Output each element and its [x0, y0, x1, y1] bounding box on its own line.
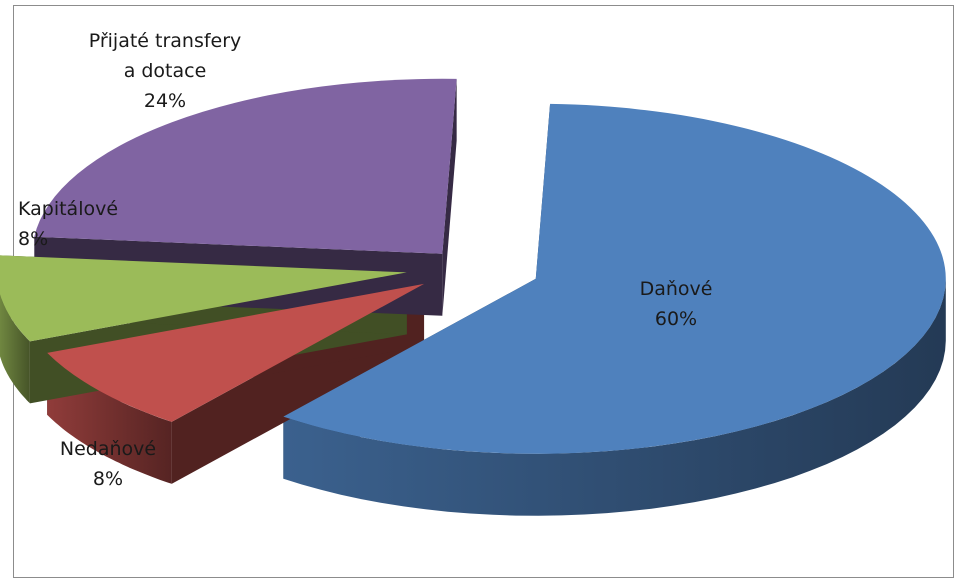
pie-slice-nedanove	[47, 283, 425, 422]
data-label-kapitalove: Kapitálové 8%	[18, 198, 118, 250]
pie-slice-prijate-transfery-a-dotace	[34, 78, 457, 254]
pie-rim-kapitalove	[0, 294, 30, 404]
pie-rim-danove	[283, 278, 946, 516]
data-label-prijate-transfery-a-dotace: Přijaté transfery a dotace 24%	[89, 30, 242, 112]
pie-slice-kapitalove	[0, 255, 407, 342]
pie-slice-danove	[283, 103, 946, 454]
data-label-danove: Daňové 60%	[640, 278, 713, 330]
pie-side-prijate-transfery-a-dotace-1	[442, 78, 457, 316]
data-label-nedanove: Nedaňové 8%	[60, 438, 156, 490]
